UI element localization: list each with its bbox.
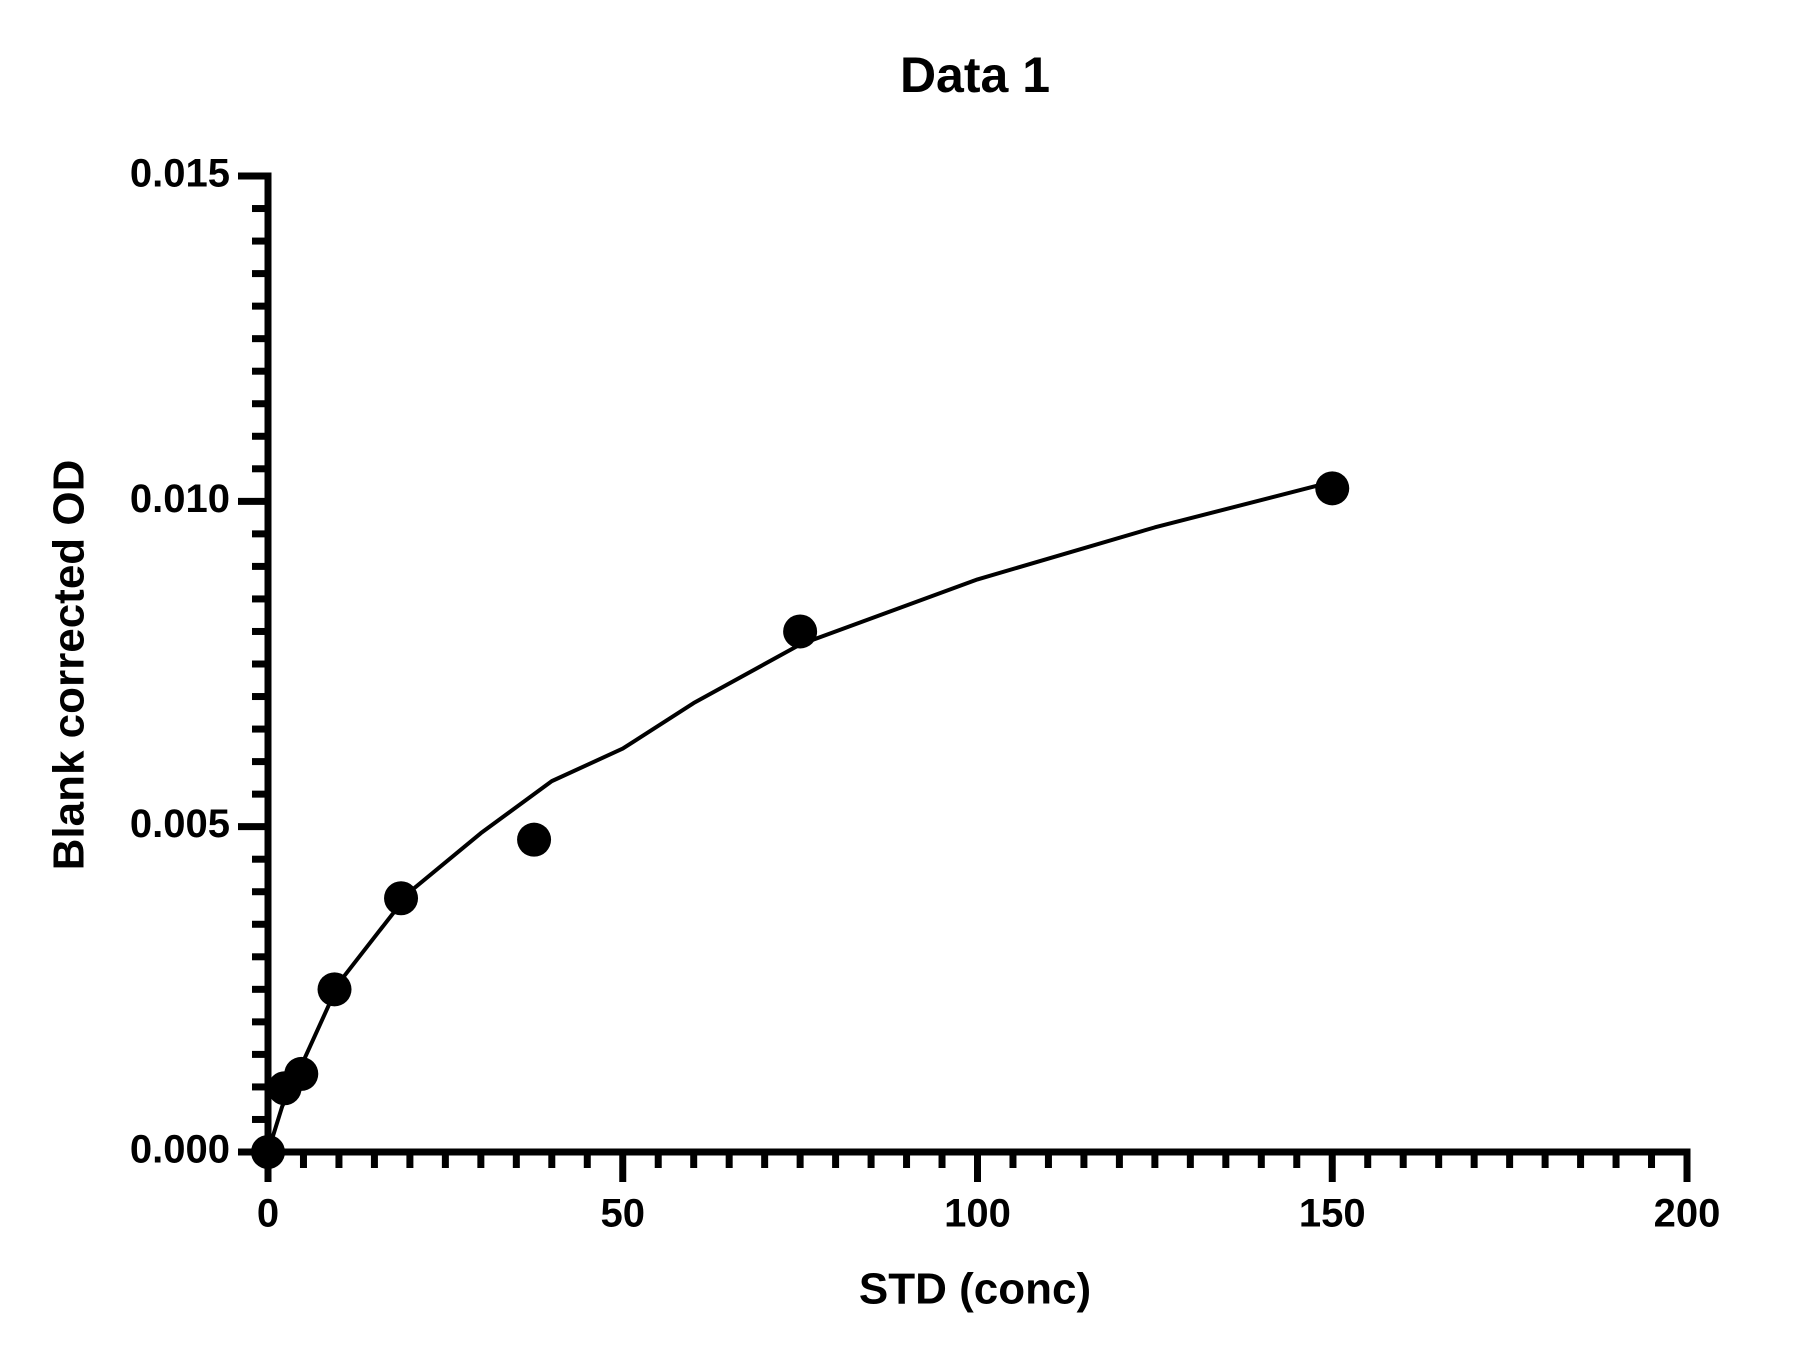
- y-tick-label: 0.015: [130, 152, 230, 196]
- x-tick-label: 100: [944, 1192, 1011, 1236]
- chart-title: Data 1: [900, 47, 1050, 103]
- data-point: [517, 822, 552, 857]
- y-tick-label: 0.005: [130, 802, 230, 846]
- data-point: [384, 881, 419, 916]
- fit-curve: [266, 479, 1333, 1153]
- y-tick-label: 0.000: [130, 1128, 230, 1172]
- x-axis-label: STD (conc): [859, 1265, 1091, 1314]
- data-point: [1315, 471, 1350, 506]
- y-axis-label: Blank corrected OD: [45, 460, 94, 871]
- data-point: [317, 972, 352, 1007]
- x-tick-label: 200: [1654, 1192, 1721, 1236]
- data-point: [284, 1056, 319, 1091]
- data-point: [783, 614, 818, 649]
- y-tick-label: 0.010: [130, 477, 230, 521]
- x-tick-label: 150: [1299, 1192, 1366, 1236]
- data-point: [251, 1135, 285, 1169]
- x-tick-label: 0: [257, 1192, 279, 1236]
- x-tick-label: 50: [601, 1192, 646, 1236]
